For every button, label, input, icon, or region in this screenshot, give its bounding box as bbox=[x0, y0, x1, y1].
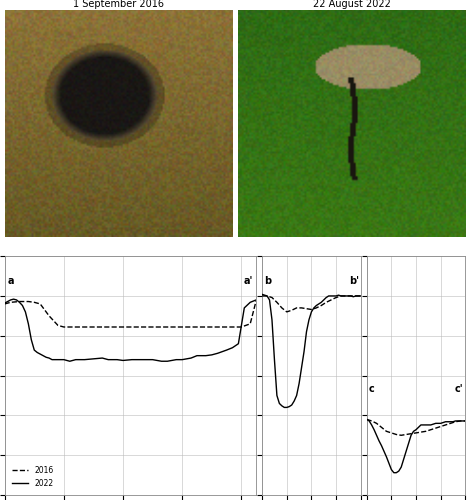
Title: 22 August 2022: 22 August 2022 bbox=[313, 0, 391, 9]
Text: b': b' bbox=[349, 276, 359, 286]
Text: b: b bbox=[264, 276, 271, 286]
Text: a': a' bbox=[244, 276, 253, 286]
Text: a: a bbox=[8, 276, 14, 286]
Title: 1 September 2016: 1 September 2016 bbox=[73, 0, 164, 9]
Text: c: c bbox=[368, 384, 375, 394]
Text: c': c' bbox=[454, 384, 463, 394]
Legend: 2016, 2022: 2016, 2022 bbox=[8, 463, 57, 491]
